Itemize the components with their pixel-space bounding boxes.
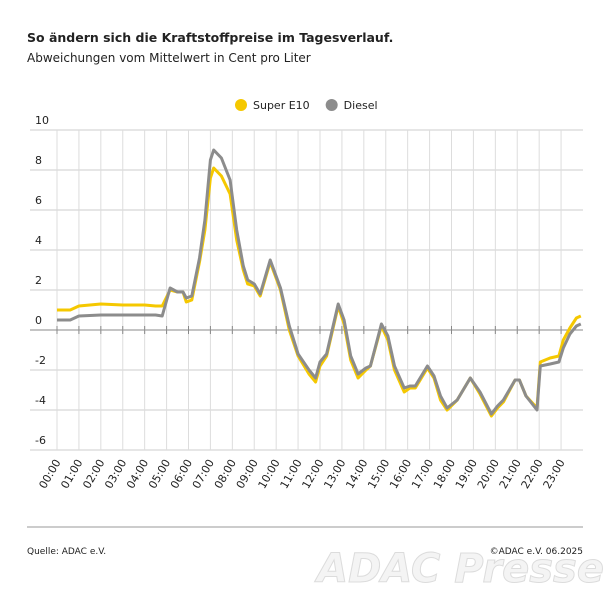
- legend-label: Diesel: [344, 99, 378, 112]
- y-tick-label: 10: [35, 114, 49, 127]
- y-tick-label: -4: [35, 394, 46, 407]
- source: Quelle: ADAC e.V.: [27, 547, 106, 557]
- legend-marker: [325, 99, 338, 111]
- y-tick-label: 8: [35, 154, 42, 167]
- chart-title: So ändern sich die Kraftstoffpreise im T…: [27, 30, 393, 45]
- chart-subtitle: Abweichungen vom Mittelwert in Cent pro …: [27, 51, 311, 65]
- y-tick-label: 0: [35, 314, 42, 327]
- y-tick-label: 6: [35, 194, 42, 207]
- y-tick-label: 2: [35, 274, 42, 287]
- legend-marker: [235, 99, 247, 111]
- y-tick-label: 4: [35, 234, 42, 247]
- series-line: [57, 148, 582, 416]
- legend-label: Super E10: [253, 99, 310, 112]
- y-tick-label: -2: [35, 354, 46, 367]
- watermark: ADAC Presse: [314, 546, 604, 592]
- copyright: ©ADAC e.V. 06.2025: [490, 547, 583, 557]
- y-tick-label: -6: [35, 434, 46, 447]
